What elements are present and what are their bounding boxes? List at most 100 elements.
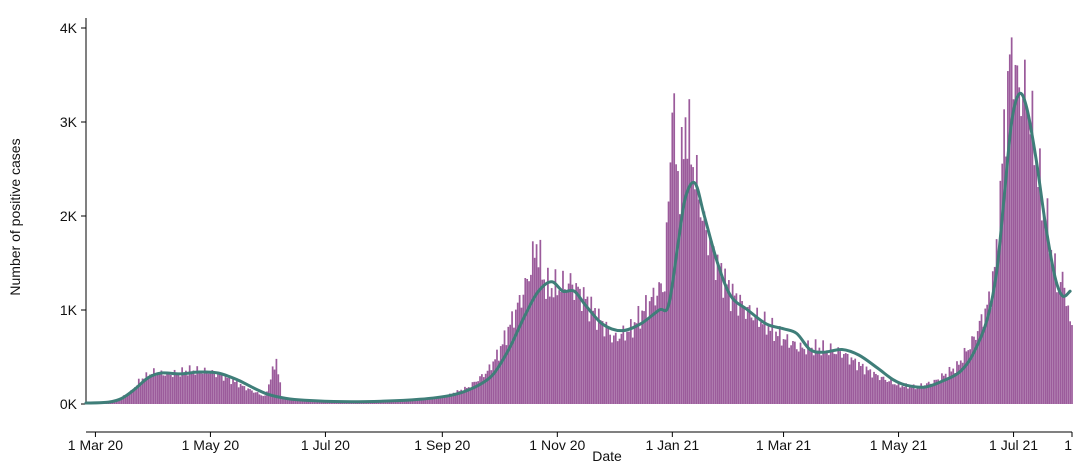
daily-bar [441, 395, 444, 404]
daily-bar [264, 395, 266, 404]
daily-bar [234, 382, 236, 404]
daily-bar [516, 302, 519, 404]
daily-bar [978, 320, 981, 404]
daily-bar [903, 386, 906, 404]
daily-bar [258, 394, 261, 404]
daily-bar [232, 379, 234, 404]
daily-bar [831, 351, 834, 404]
daily-bar [284, 399, 287, 404]
daily-bar [139, 382, 142, 404]
daily-bar [641, 310, 644, 404]
daily-bar [439, 397, 442, 404]
daily-bar [202, 373, 204, 404]
daily-bar [401, 401, 404, 404]
daily-bar [1059, 282, 1062, 404]
daily-bar [679, 214, 681, 404]
daily-bar [833, 353, 836, 404]
daily-bar [136, 385, 138, 404]
daily-bar [1022, 98, 1024, 404]
daily-bar [462, 391, 464, 404]
daily-bar [443, 395, 446, 404]
daily-bar [256, 392, 259, 404]
daily-bar [119, 398, 121, 404]
daily-bar [224, 375, 227, 404]
daily-bar [386, 401, 389, 404]
daily-bar [707, 255, 709, 404]
daily-bar [294, 399, 297, 404]
daily-bar [266, 391, 268, 404]
daily-bar [383, 401, 385, 404]
daily-bar [548, 296, 551, 404]
daily-bar [799, 342, 802, 404]
daily-bar [514, 309, 517, 404]
daily-bar [482, 377, 485, 404]
daily-bar [524, 278, 527, 404]
daily-bar [611, 342, 613, 404]
daily-bar [758, 326, 760, 404]
daily-bar [275, 358, 278, 404]
x-tick-label: 1 Jan 21 [645, 437, 699, 453]
daily-bar [1014, 64, 1017, 405]
daily-bar [205, 370, 208, 404]
daily-bar [539, 239, 542, 404]
daily-bar [663, 291, 666, 404]
daily-bar [722, 297, 725, 404]
daily-bar [846, 353, 849, 404]
daily-bar [746, 306, 749, 404]
daily-bar [320, 401, 323, 404]
daily-bar [435, 397, 438, 404]
daily-bar [933, 379, 936, 404]
daily-bar [396, 401, 398, 404]
daily-bar [218, 374, 221, 404]
daily-bar [901, 385, 904, 404]
daily-bar [471, 382, 474, 404]
daily-bar [226, 377, 229, 404]
daily-bar [505, 345, 508, 404]
daily-bar [705, 230, 708, 404]
daily-bar [479, 376, 481, 404]
daily-bar [873, 371, 875, 404]
daily-bar [164, 375, 167, 404]
daily-bar [422, 400, 425, 404]
daily-bar [432, 398, 434, 404]
daily-bar [481, 374, 483, 404]
daily-bar [249, 389, 251, 404]
daily-bar [420, 399, 423, 404]
daily-bar [697, 199, 700, 404]
daily-bar [1048, 253, 1051, 404]
daily-bar [509, 324, 512, 404]
daily-bar [364, 402, 366, 404]
daily-bar [428, 398, 430, 404]
daily-bar [941, 373, 943, 404]
daily-bar [503, 330, 506, 404]
daily-bar [843, 354, 845, 404]
daily-bar [633, 322, 636, 404]
daily-bar [156, 373, 159, 404]
daily-bar [134, 387, 136, 404]
daily-bar [810, 347, 813, 404]
daily-bar [545, 298, 547, 404]
daily-bar [213, 371, 216, 404]
daily-bar [535, 244, 538, 404]
daily-bar [151, 374, 153, 404]
daily-bar [409, 400, 412, 404]
daily-bar [635, 323, 638, 404]
daily-bar [530, 274, 532, 404]
daily-bar [260, 395, 263, 404]
daily-bar [741, 301, 743, 404]
daily-bar [384, 401, 387, 404]
daily-bar [586, 296, 589, 404]
y-tick-label: 3K [60, 114, 78, 130]
daily-bar [552, 297, 555, 404]
daily-bar [518, 295, 521, 404]
daily-bar [937, 379, 940, 404]
x-tick-label: 1 [1064, 437, 1072, 453]
daily-bar [273, 369, 276, 404]
daily-bar [418, 400, 421, 404]
daily-bar [963, 347, 966, 404]
daily-bar [790, 345, 792, 404]
daily-bar [952, 368, 955, 404]
daily-bar [168, 372, 170, 404]
daily-bar [1027, 119, 1030, 405]
daily-bar [692, 167, 694, 404]
